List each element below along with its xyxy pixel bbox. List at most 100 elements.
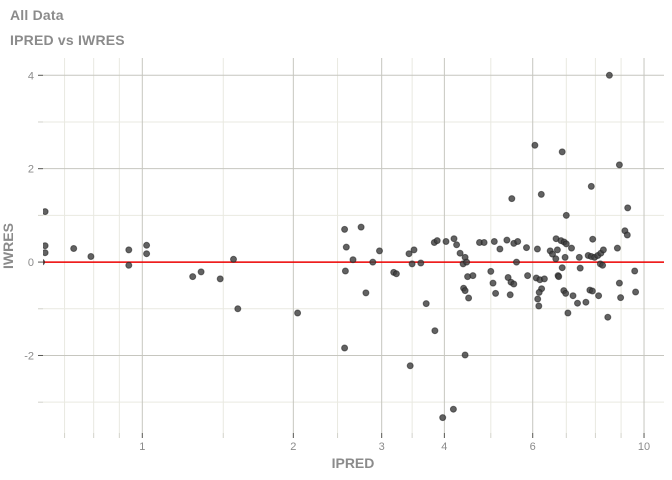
data-point <box>552 255 560 263</box>
data-point <box>439 414 447 422</box>
data-point <box>506 291 514 299</box>
chart-subtitle: IPRED vs IWRES <box>10 32 125 48</box>
data-point <box>540 275 548 283</box>
data-point <box>376 247 383 255</box>
data-point <box>496 245 504 253</box>
data-point <box>408 260 416 268</box>
data-point <box>453 241 461 249</box>
data-point <box>341 344 349 352</box>
data-point <box>341 225 349 233</box>
data-point <box>555 273 563 281</box>
data-point <box>349 256 357 264</box>
data-point <box>341 267 349 275</box>
data-point <box>549 250 556 258</box>
data-point <box>513 258 520 266</box>
data-point <box>533 245 541 253</box>
data-point <box>43 249 49 257</box>
data-point <box>490 238 498 245</box>
data-point <box>442 238 450 245</box>
data-point <box>143 241 151 249</box>
data-point <box>510 280 518 288</box>
data-point <box>574 299 581 307</box>
x-tick-label: 3 <box>379 441 385 453</box>
data-point <box>197 268 205 276</box>
data-point <box>422 300 430 308</box>
data-point <box>362 289 370 297</box>
data-point <box>562 289 570 297</box>
data-point <box>632 288 640 296</box>
data-point <box>342 243 350 251</box>
data-point <box>595 292 603 300</box>
data-point <box>514 238 522 245</box>
data-point <box>43 208 49 216</box>
data-point <box>405 250 413 258</box>
x-tick-label: 4 <box>441 441 447 453</box>
data-point <box>87 253 95 260</box>
data-point <box>461 287 469 295</box>
y-tick-label: 4 <box>28 70 34 82</box>
y-tick-label: 0 <box>28 257 34 269</box>
data-point <box>216 275 224 283</box>
data-point <box>562 211 570 219</box>
data-point <box>456 249 464 257</box>
data-point <box>605 71 613 79</box>
data-point <box>535 288 543 296</box>
data-point <box>617 294 625 302</box>
data-point <box>631 267 639 275</box>
data-point <box>524 272 532 280</box>
data-point <box>463 258 471 266</box>
x-tick-label: 6 <box>530 441 536 453</box>
data-point <box>575 253 583 261</box>
data-point <box>469 272 477 280</box>
data-point <box>43 258 46 266</box>
points-layer <box>43 71 640 422</box>
data-point <box>624 204 632 212</box>
data-point <box>294 309 302 317</box>
chart-title: All Data <box>10 7 64 23</box>
data-point <box>450 235 458 243</box>
data-point <box>234 305 242 313</box>
data-point <box>569 292 577 300</box>
x-tick-label: 2 <box>290 441 296 453</box>
data-point <box>604 313 612 321</box>
data-point <box>70 245 78 252</box>
y-tick-label: 2 <box>28 164 34 176</box>
data-point <box>534 295 542 303</box>
data-point <box>461 351 469 359</box>
data-point <box>43 242 49 250</box>
x-tick-label: 10 <box>638 441 650 453</box>
data-point <box>613 244 621 252</box>
y-tick-label: -2 <box>24 350 34 362</box>
data-point <box>582 298 590 306</box>
data-point <box>433 237 441 245</box>
y-axis-title: IWRES <box>0 223 16 269</box>
data-point <box>449 405 457 413</box>
x-tick-label: 1 <box>139 441 145 453</box>
data-point <box>537 190 545 198</box>
data-point <box>562 240 570 248</box>
data-point <box>564 309 572 317</box>
data-point <box>561 253 569 261</box>
data-point <box>369 258 377 266</box>
data-point <box>615 161 623 169</box>
data-point <box>489 279 497 287</box>
data-point <box>623 231 631 239</box>
data-point <box>357 223 365 231</box>
data-point <box>410 246 418 254</box>
data-point <box>589 235 597 243</box>
data-point <box>431 327 439 335</box>
data-point <box>599 246 607 254</box>
data-point <box>576 264 584 272</box>
data-point <box>125 246 133 254</box>
data-point <box>558 148 566 156</box>
data-point <box>508 195 516 203</box>
data-point <box>465 294 473 302</box>
data-point <box>558 264 566 272</box>
data-point <box>480 239 488 246</box>
data-point <box>568 244 575 252</box>
x-axis-title: IPRED <box>331 455 375 471</box>
data-point <box>125 261 133 269</box>
data-point <box>553 246 561 254</box>
